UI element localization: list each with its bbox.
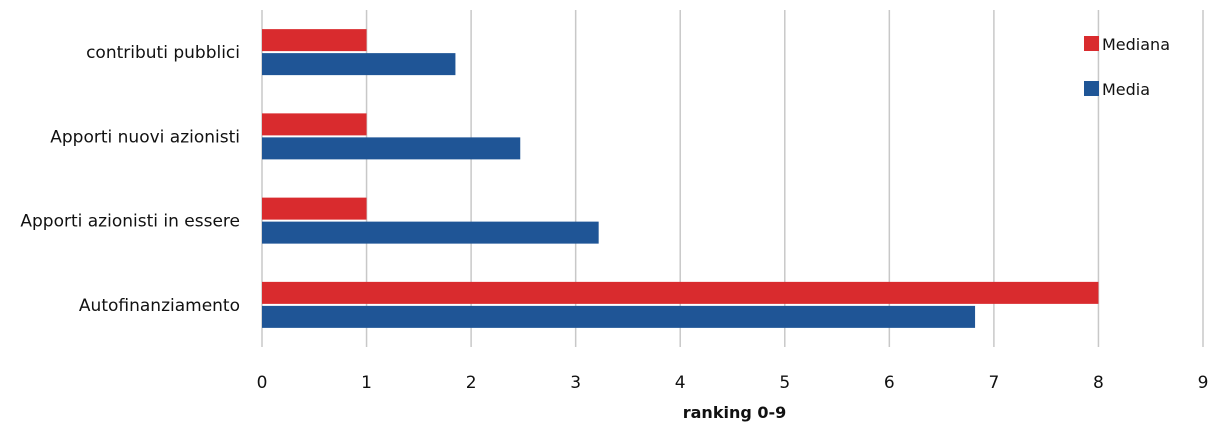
legend-swatch-mediana (1084, 36, 1099, 51)
category-label: Autofinanziamento (79, 296, 240, 316)
x-tick-label: 7 (988, 373, 999, 393)
x-tick-label: 2 (466, 373, 477, 393)
legend-label-mediana: Mediana (1102, 35, 1170, 54)
legend-swatch-media (1084, 81, 1099, 96)
x-tick-label: 8 (1093, 373, 1104, 393)
bar-media-0 (262, 53, 456, 76)
category-label: Apporti nuovi azionisti (50, 127, 240, 147)
bar-mediana-2 (262, 197, 367, 220)
x-axis-title: ranking 0-9 (683, 403, 787, 422)
x-tick-label: 0 (257, 373, 268, 393)
category-labels: contributi pubblici Apporti nuovi azionis… (20, 43, 240, 316)
x-tick-label: 1 (361, 373, 372, 393)
category-label: Apporti azionisti in essere (20, 212, 240, 232)
bar-media-3 (262, 305, 976, 328)
legend-label-media: Media (1102, 80, 1150, 99)
legend: Mediana Media (1084, 35, 1170, 99)
x-tick-label: 4 (675, 373, 686, 393)
bar-mediana-0 (262, 29, 367, 52)
bar-mediana-3 (262, 281, 1099, 304)
bar-mediana-1 (262, 113, 367, 136)
x-tick-label: 6 (884, 373, 895, 393)
x-tick-label: 3 (570, 373, 581, 393)
bar-media-1 (262, 137, 521, 160)
bars-group (262, 29, 1099, 328)
category-label: contributi pubblici (86, 43, 240, 63)
x-tick-label: 9 (1198, 373, 1209, 393)
x-tick-label: 5 (779, 373, 790, 393)
x-tick-labels: 0 1 2 3 4 5 6 7 8 9 (257, 373, 1209, 393)
bar-media-2 (262, 221, 599, 244)
